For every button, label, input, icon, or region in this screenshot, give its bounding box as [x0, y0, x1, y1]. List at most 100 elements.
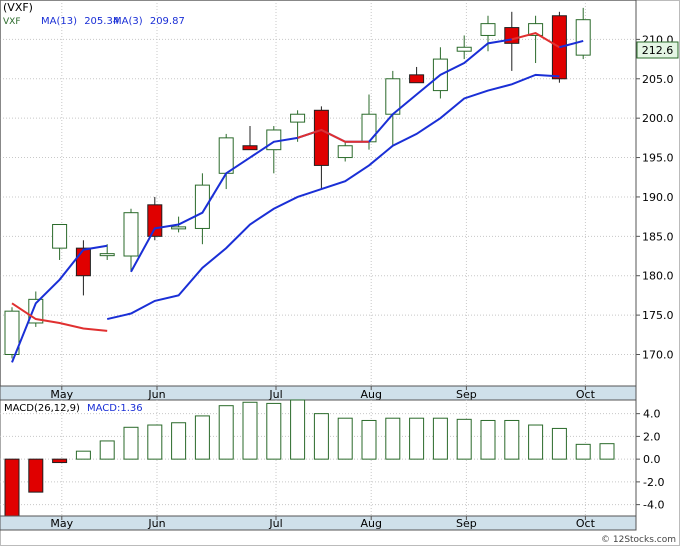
price-x-label: Jul [268, 388, 282, 401]
candle [123, 208, 139, 272]
macd-x-label: Jul [268, 517, 282, 530]
macd-bar [266, 402, 282, 460]
candle-body [171, 226, 187, 230]
macd-bar [528, 424, 544, 460]
price-tick-label: 170.0 [642, 348, 674, 361]
macd-tick-label: -4.0 [643, 499, 664, 512]
macd-bar [337, 417, 353, 460]
candle [242, 126, 258, 151]
candle-body [147, 204, 163, 237]
candle [409, 66, 425, 84]
candle-body [242, 145, 258, 151]
macd-bar [432, 417, 448, 460]
macd-bar [385, 417, 401, 460]
candle-body [99, 253, 115, 257]
candle-body [266, 129, 282, 151]
macd-x-label: Oct [576, 517, 596, 530]
macd-bar [194, 415, 210, 460]
candle [575, 7, 591, 60]
candle [337, 141, 353, 162]
macd-bar [171, 422, 187, 460]
macd-x-label: Jun [147, 517, 165, 530]
macd-bar [313, 413, 329, 460]
ma3-line-blue-end [559, 39, 584, 49]
candle-body [480, 23, 496, 36]
candle [290, 110, 306, 142]
candle [480, 15, 496, 52]
vxf-mini-label: VXF [3, 17, 21, 27]
price-x-axis-labels: May Jun Jul Aug Sep Oct [50, 386, 596, 401]
ma3-line-red-start [11, 302, 108, 332]
macd-bar [123, 426, 139, 460]
candle [551, 11, 567, 83]
moving-average-lines [11, 32, 584, 363]
price-tick-label: 200.0 [642, 112, 674, 125]
macd-bar [551, 427, 567, 460]
price-x-label: Aug [360, 388, 381, 401]
price-x-label: May [50, 388, 73, 401]
candle [528, 15, 544, 64]
ma3-legend-value: 209.87 [150, 16, 185, 27]
macd-tick-label: 0.0 [643, 453, 661, 466]
macd-x-label: Aug [360, 517, 381, 530]
last-price-label: 212.6 [642, 44, 674, 57]
candle-body [337, 145, 353, 159]
macd-value-legend: MACD:1.36 [87, 403, 143, 414]
ma13-legend-name: MA(13) [41, 16, 77, 27]
price-x-label: Jun [147, 388, 165, 401]
macd-bar [290, 399, 306, 460]
price-x-axis-bar [0, 385, 637, 401]
macd-bar [456, 418, 472, 460]
macd-x-axis-bar [0, 515, 637, 531]
candle-body [52, 224, 68, 249]
macd-y-axis: 4.0 2.0 0.0 -2.0 -4.0 [636, 408, 664, 512]
ma3-legend: MA(3) 209.87 [113, 16, 185, 27]
macd-legend: MACD(26,12,9) [4, 403, 80, 414]
candle-body [575, 19, 591, 56]
macd-bar [99, 440, 115, 460]
macd-bar [242, 401, 258, 460]
macd-bar [4, 458, 20, 517]
candle [456, 35, 472, 60]
candle-body [361, 113, 377, 143]
candle-body [4, 310, 20, 355]
macd-tick-label: -2.0 [643, 476, 664, 489]
price-tick-label: 205.0 [642, 73, 674, 86]
price-tick-label: 175.0 [642, 309, 674, 322]
price-y-axis: 170.0 175.0 180.0 185.0 190.0 195.0 200.0 205.0… [636, 33, 674, 361]
ma13-line [106, 73, 560, 321]
price-tick-label: 190.0 [642, 191, 674, 204]
macd-bar [409, 417, 425, 460]
macd-bar [504, 419, 520, 460]
macd-bar [218, 405, 234, 460]
last-price-box [636, 41, 679, 59]
candle-body [456, 46, 472, 52]
macd-bar [361, 419, 377, 460]
macd-bar [599, 443, 615, 460]
ma3-line-red-late [511, 32, 560, 49]
candle-body [218, 137, 234, 174]
candle-body [75, 247, 91, 277]
candle [4, 307, 20, 359]
candle-body [123, 212, 139, 257]
macd-bar [28, 458, 44, 493]
ma13-legend-value: 205.34 [84, 16, 119, 27]
macd-bar [52, 458, 68, 464]
candle-body [313, 109, 329, 166]
candle-body [528, 23, 544, 36]
macd-x-label: Sep [456, 517, 477, 530]
macd-bar [575, 443, 591, 460]
watermark: © 12Stocks.com [601, 535, 676, 545]
price-tick-label: 180.0 [642, 270, 674, 283]
symbol-label: (VXF) [3, 1, 33, 14]
price-tick-label: 195.0 [642, 152, 674, 165]
price-x-label: Oct [576, 388, 596, 401]
macd-bar [147, 424, 163, 460]
price-x-label: Sep [456, 388, 477, 401]
macd-bar [75, 450, 91, 460]
macd-x-label: May [50, 517, 73, 530]
ma13-line-early [11, 244, 108, 363]
macd-tick-label: 2.0 [643, 430, 661, 443]
macd-histogram [4, 399, 615, 517]
